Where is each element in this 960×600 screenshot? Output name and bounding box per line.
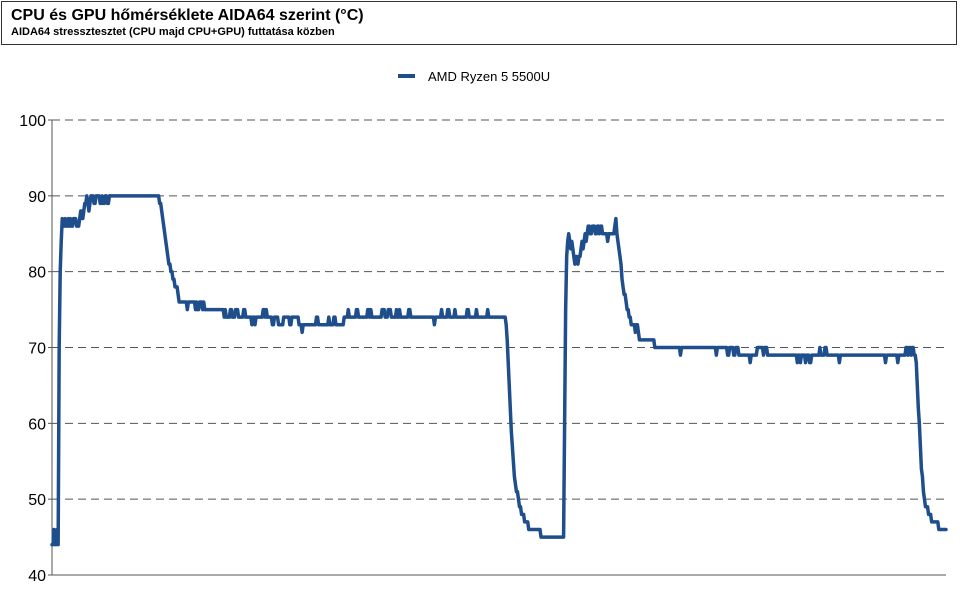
y-tick-label-90: 90	[28, 189, 46, 206]
y-tick-label-70: 70	[28, 341, 46, 358]
y-tick-label-60: 60	[28, 416, 46, 433]
chart-title-box: CPU és GPU hőmérséklete AIDA64 szerint (…	[1, 1, 957, 45]
chart-title: CPU és GPU hőmérséklete AIDA64 szerint (…	[11, 7, 364, 24]
series-line-0	[50, 194, 948, 547]
series-lines	[50, 194, 948, 547]
y-tick-label-80: 80	[28, 265, 46, 282]
y-tick-label-50: 50	[28, 492, 46, 509]
y-tick-labels: 40 50 60 70 80 90 100	[19, 113, 46, 585]
axes	[48, 119, 946, 576]
y-tick-label-40: 40	[28, 568, 46, 585]
legend: AMD Ryzen 5 5500U	[398, 69, 550, 84]
y-tick-label-100: 100	[19, 113, 46, 130]
grid-lines	[52, 119, 946, 500]
legend-label-0: AMD Ryzen 5 5500U	[428, 69, 550, 84]
chart-subtitle: AIDA64 stressztesztet (CPU majd CPU+GPU)…	[11, 26, 335, 38]
